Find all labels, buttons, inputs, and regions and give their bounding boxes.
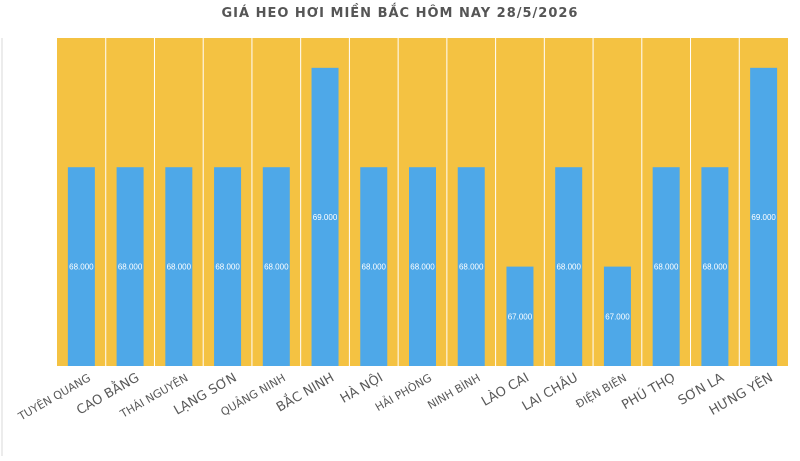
bar <box>652 167 680 366</box>
bar-value-label: 68.000 <box>654 263 679 272</box>
bar <box>603 266 631 366</box>
category-label: PHÚ THỌ <box>619 370 678 413</box>
bar-value-label: 69.000 <box>313 213 338 222</box>
bar-value-label: 68.000 <box>118 263 143 272</box>
bar <box>409 167 436 366</box>
bar <box>67 167 95 366</box>
category-label: NINH BÌNH <box>425 371 482 412</box>
bar-value-label: 68.000 <box>459 263 484 272</box>
bar-value-label: 68.000 <box>410 263 435 272</box>
bar <box>506 266 534 366</box>
bar <box>311 67 339 367</box>
bar <box>214 167 242 366</box>
bar <box>457 167 485 366</box>
bar <box>701 167 729 366</box>
bar-value-label: 69.000 <box>751 213 776 222</box>
bar-value-label: 67.000 <box>508 312 533 321</box>
bar <box>360 167 388 366</box>
bar <box>750 67 778 367</box>
bar <box>555 167 583 366</box>
bar <box>262 167 290 366</box>
chart-title: GIÁ HEO HƠI MIỀN BẮC HÔM NAY 28/5/2026 <box>221 6 579 21</box>
bar <box>165 167 193 366</box>
category-label: ĐIỆN BIÊN <box>574 371 629 410</box>
bar-value-label: 68.000 <box>69 263 94 272</box>
bar-value-label: 68.000 <box>167 263 192 272</box>
bar-value-label: 68.000 <box>703 263 728 272</box>
bar-value-label: 68.000 <box>556 263 581 272</box>
bar-value-label: 68.000 <box>215 263 240 272</box>
bar-value-label: 68.000 <box>362 263 387 272</box>
category-label: LAI CHÂU <box>519 370 580 415</box>
bar <box>116 167 144 366</box>
bar-value-label: 67.000 <box>605 312 630 321</box>
bar-value-label: 68.000 <box>264 263 289 272</box>
